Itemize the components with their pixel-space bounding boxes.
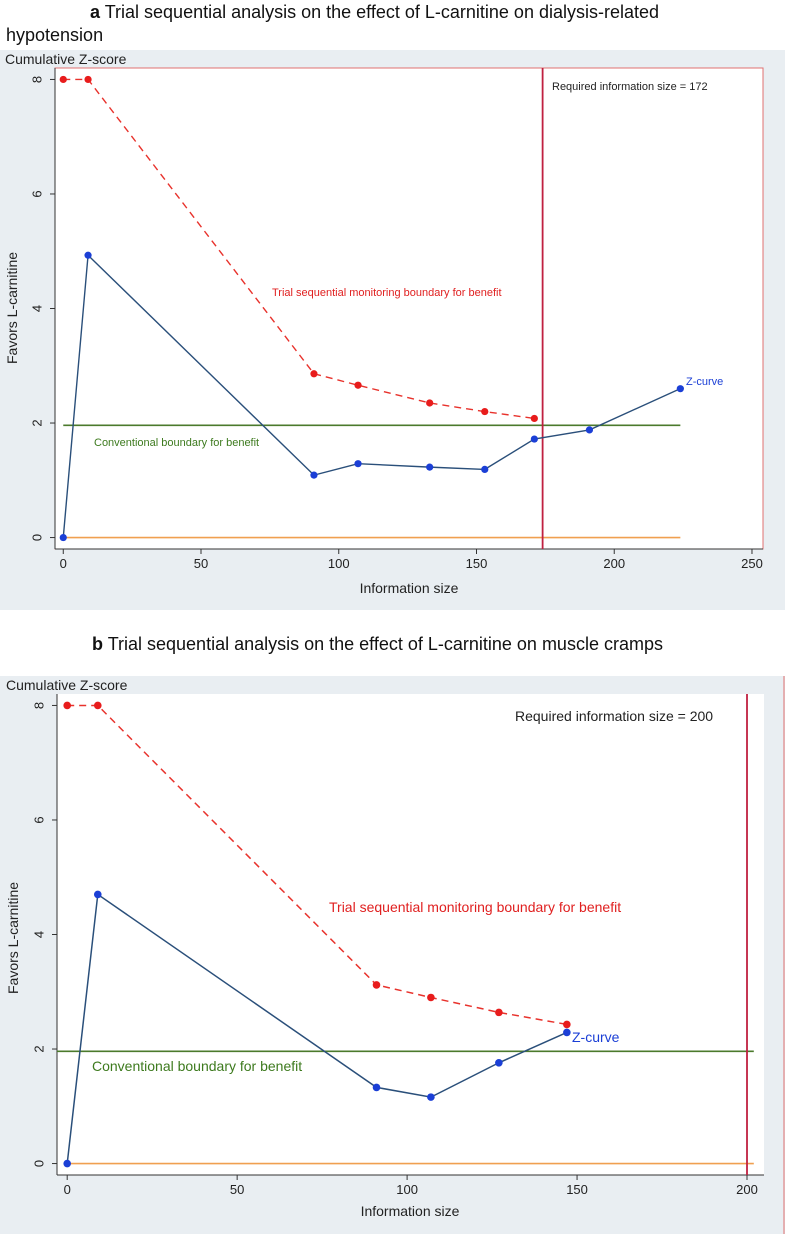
panel-a-x-axis-title: Information size <box>360 580 459 596</box>
panel-a-x-tick-label: 50 <box>194 556 208 571</box>
panel-b-axes: 0 50 100 150 200 0 2 4 6 8 <box>31 694 764 1197</box>
panel-a-z-curve-point <box>59 533 67 542</box>
panel-b-y-tick-label: 8 <box>31 702 46 709</box>
panel-a-y-tick-label: 6 <box>29 190 44 197</box>
panel-b-y-tick-label: 0 <box>31 1160 46 1167</box>
panel-b-y-axis-title: Favors L-carnitine <box>5 882 21 994</box>
panel-a-monitoring-boundary-point <box>426 399 434 407</box>
panel-b-x-tick-label: 0 <box>64 1182 71 1197</box>
panel-a-x-tick-label: 200 <box>603 556 625 571</box>
panel-b-z-curve-point <box>427 1093 435 1101</box>
panel-a-x-tick-label: 250 <box>741 556 763 571</box>
panel-b-zcurve-label: Z-curve <box>572 1029 620 1045</box>
panel-a-y-axis-title: Favors L-carnitine <box>4 252 20 364</box>
panel-b-x-axis-title: Information size <box>361 1203 460 1219</box>
panel-b-z-curve-point <box>372 1083 381 1092</box>
panel-a-axes: 0 50 100 150 200 250 0 2 4 6 8 <box>29 68 763 571</box>
panel-b-monitoring-boundary-point <box>63 701 71 710</box>
panel-b-z-curve-line <box>66 893 568 1164</box>
panel-a-y-tick-label: 4 <box>29 305 44 312</box>
panel-b-y-tick-label: 4 <box>31 931 46 938</box>
panel-b-x-tick-label: 150 <box>566 1182 588 1197</box>
panel-b-monitoring-boundary-point <box>495 1008 503 1017</box>
panel-a-monitoring-boundary-point <box>530 414 538 423</box>
panel-a-zcurve-label: Z-curve <box>686 376 723 388</box>
panel-b-y-tick-label: 6 <box>31 816 46 823</box>
panel-a: a Trial sequential analysis on the effec… <box>0 2 785 610</box>
panel-b-x-tick-label: 200 <box>736 1182 758 1197</box>
panel-a-z-curve-point <box>481 465 489 474</box>
panel-b-z-curve-point <box>63 1159 71 1168</box>
panel-a-x-tick-label: 0 <box>60 556 67 571</box>
panel-b-monitoring-boundary-point <box>372 981 381 989</box>
panel-b-monitoring-boundary-point <box>563 1020 571 1029</box>
panel-b-z-curve-point <box>495 1058 503 1067</box>
panel-a-plot-area <box>54 67 764 550</box>
panel-a-z-curve-point <box>84 251 92 259</box>
panel-b-monitoring-boundary-point <box>427 993 435 1002</box>
panel-a-monitoring-boundary-point <box>59 75 67 84</box>
panel-a-boundary-label: Trial sequential monitoring boundary for… <box>272 287 502 299</box>
panel-b-monitoring-boundary-line <box>67 704 567 1026</box>
panel-a-ris-label: Required information size = 172 <box>552 81 708 93</box>
panel-a-plot-label: Cumulative Z-score <box>5 51 127 67</box>
panel-a-monitoring-boundary-point <box>310 370 318 378</box>
panel-b-monitoring-boundary-point <box>93 701 102 710</box>
panel-a-monitoring-boundary-point <box>354 381 362 389</box>
panel-a-z-curve-point <box>585 426 594 434</box>
panel-a-monitoring-boundary-point <box>84 75 92 84</box>
panel-a-z-curve-point <box>530 435 538 443</box>
panel-b-ris-label: Required information size = 200 <box>515 708 713 724</box>
panel-b-y-tick-label: 2 <box>31 1045 46 1052</box>
panel-b-conventional-label: Conventional boundary for benefit <box>92 1058 302 1074</box>
panel-b: b Trial sequential analysis on the effec… <box>0 634 785 1234</box>
panel-b-marks <box>57 694 754 1175</box>
panel-b-plot-label: Cumulative Z-score <box>6 677 128 693</box>
panel-b-x-tick-label: 100 <box>396 1182 418 1197</box>
panel-b-z-curve-point <box>563 1028 571 1037</box>
panel-a-z-curve-point <box>354 460 362 468</box>
panel-a-z-curve-point <box>426 463 434 471</box>
panel-b-x-tick-label: 50 <box>230 1182 244 1197</box>
panel-b-title: b Trial sequential analysis on the effec… <box>92 634 663 654</box>
panel-a-monitoring-boundary-point <box>481 407 489 416</box>
panel-a-conventional-label: Conventional boundary for benefit <box>94 437 259 449</box>
panel-a-y-tick-label: 8 <box>29 76 44 83</box>
panel-a-x-tick-label: 100 <box>328 556 350 571</box>
panel-a-z-curve-point <box>310 471 318 479</box>
panel-a-title-line1: a Trial sequential analysis on the effec… <box>90 2 659 22</box>
panel-a-y-tick-label: 0 <box>29 534 44 541</box>
panel-a-z-curve-point <box>676 385 684 393</box>
panel-a-x-tick-label: 150 <box>466 556 488 571</box>
panel-a-y-tick-label: 2 <box>29 419 44 426</box>
panel-b-z-curve-point <box>93 890 102 899</box>
panel-b-boundary-label: Trial sequential monitoring boundary for… <box>329 899 621 915</box>
panel-a-marks <box>59 68 684 549</box>
panel-a-title-line2: hypotension <box>6 25 103 45</box>
panel-b-plot-area <box>57 694 764 1175</box>
